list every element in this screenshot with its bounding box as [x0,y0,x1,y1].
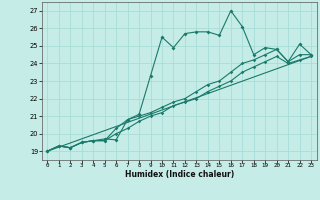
X-axis label: Humidex (Indice chaleur): Humidex (Indice chaleur) [124,170,234,179]
